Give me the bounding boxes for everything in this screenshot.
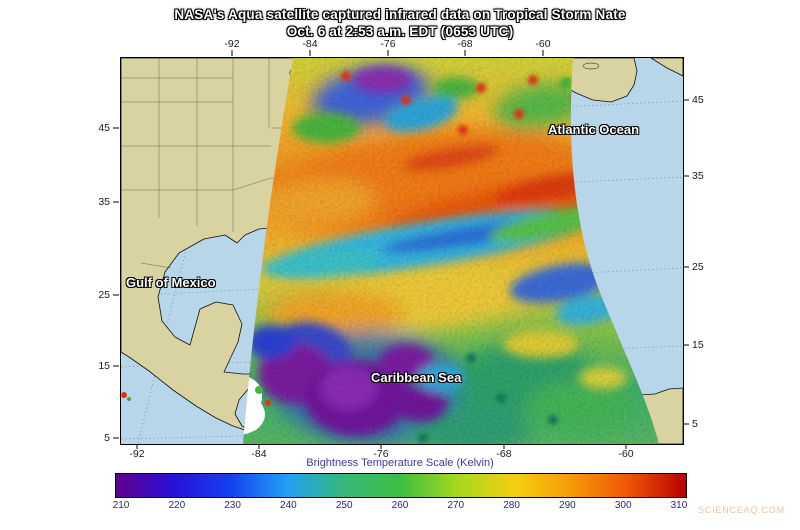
land-northeast-corner bbox=[650, 58, 683, 77]
lat-label-right-2: 25 bbox=[692, 261, 704, 273]
no-data-white-region bbox=[243, 363, 271, 436]
lat-label-right-1: 35 bbox=[692, 170, 704, 182]
colorbar-tick: 280 bbox=[503, 500, 520, 511]
label-gulf-of-mexico: Gulf of Mexico bbox=[126, 275, 216, 290]
lon-label-bottom-2: -76 bbox=[373, 448, 389, 460]
colorbar-tick: 210 bbox=[112, 500, 130, 511]
lon-label-top-3: -68 bbox=[457, 38, 473, 50]
image-title-line2: Oct. 6 at 2:53 a.m. EDT (0653 UTC) bbox=[286, 24, 514, 39]
colorbar-title: Brightness Temperature Scale (Kelvin) bbox=[306, 457, 494, 469]
colorbar-tick: 250 bbox=[335, 500, 353, 511]
label-caribbean-sea: Caribbean Sea bbox=[371, 370, 462, 385]
lat-label-right-0: 45 bbox=[692, 94, 704, 106]
lat-label-left-4: 5 bbox=[104, 432, 110, 444]
colorbar-tick: 260 bbox=[391, 500, 409, 511]
lon-label-top-2: -76 bbox=[380, 38, 396, 50]
colorbar-tick: 310 bbox=[670, 500, 688, 511]
colorbar-tick-labels: 210 220 230 240 250 260 270 280 290 300 … bbox=[109, 500, 691, 511]
colorbar-tick: 230 bbox=[224, 500, 241, 511]
lat-label-right-4: 5 bbox=[692, 418, 698, 430]
lat-label-left-0: 45 bbox=[98, 122, 110, 134]
lat-label-left-2: 25 bbox=[98, 289, 110, 301]
image-title-line1: NASA's Aqua satellite captured infrared … bbox=[174, 7, 626, 22]
prince-edward-island bbox=[582, 62, 600, 70]
colorbar-tick: 300 bbox=[614, 500, 632, 511]
colorbar-gradient bbox=[115, 473, 687, 498]
lon-label-top-0: -92 bbox=[224, 38, 240, 50]
lon-label-bottom-0: -92 bbox=[129, 448, 145, 460]
colorbar-tick: 220 bbox=[168, 500, 186, 511]
map-canvas bbox=[121, 58, 683, 444]
lat-label-left-1: 35 bbox=[98, 196, 110, 208]
label-atlantic-ocean: Atlantic Ocean bbox=[548, 122, 640, 137]
colorbar-tick: 290 bbox=[559, 500, 576, 511]
lat-label-right-3: 15 bbox=[692, 339, 704, 351]
colorbar-tick: 240 bbox=[280, 500, 297, 511]
watermark-text: SCIENCEAQ.COM bbox=[698, 505, 785, 515]
lon-label-bottom-3: -68 bbox=[496, 448, 512, 460]
map-frame bbox=[120, 57, 684, 445]
lon-label-top-1: -84 bbox=[302, 38, 318, 50]
lon-label-bottom-1: -84 bbox=[251, 448, 267, 460]
colorbar-tick: 270 bbox=[447, 500, 465, 511]
lat-label-left-3: 15 bbox=[98, 360, 110, 372]
edge-data-specks bbox=[121, 392, 131, 401]
lon-label-top-4: -60 bbox=[535, 38, 551, 50]
lon-label-bottom-4: -60 bbox=[618, 448, 634, 460]
